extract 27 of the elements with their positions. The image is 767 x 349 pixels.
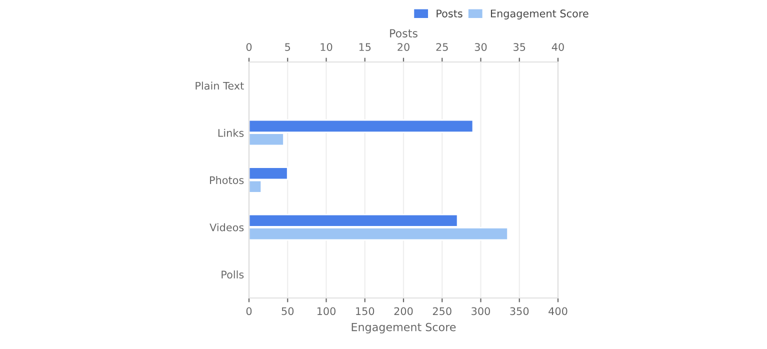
x-tick-label: 350: [510, 307, 529, 316]
y-tick-label: Videos: [210, 223, 244, 232]
x2-axis-title: Posts: [390, 29, 418, 38]
x2-tick-label: 20: [398, 43, 410, 51]
x2-tick-label: 10: [320, 43, 332, 51]
y-tick-label: Plain Text: [196, 82, 244, 90]
x-tick-label: 50: [282, 307, 294, 316]
x-tick-label: 0: [246, 307, 252, 316]
x2-tick-label: 15: [359, 43, 371, 51]
x-tick-label: 250: [432, 307, 452, 316]
x-axis-title: Engagement Score: [352, 322, 456, 334]
x2-tick-label: 35: [514, 43, 526, 51]
x2-tick-label: 0: [246, 43, 252, 51]
x2-tick-label: 5: [285, 43, 290, 51]
x2-tick-label: 30: [474, 43, 487, 51]
x-tick-label: 300: [472, 307, 490, 316]
x-tick-label: 150: [356, 307, 374, 316]
x2-tick-label: 40: [552, 43, 564, 51]
y-tick-label: Photos: [210, 176, 244, 184]
y-tick-label: Polls: [222, 270, 244, 279]
y-tick-label: Links: [218, 128, 244, 137]
x-tick-label: 100: [317, 307, 336, 316]
legend-label: Posts: [436, 10, 462, 18]
legend-label: Engagement Score: [490, 10, 588, 20]
x-tick-label: 200: [394, 307, 413, 316]
x2-tick-label: 25: [436, 43, 448, 51]
x-tick-label: 400: [548, 307, 568, 316]
